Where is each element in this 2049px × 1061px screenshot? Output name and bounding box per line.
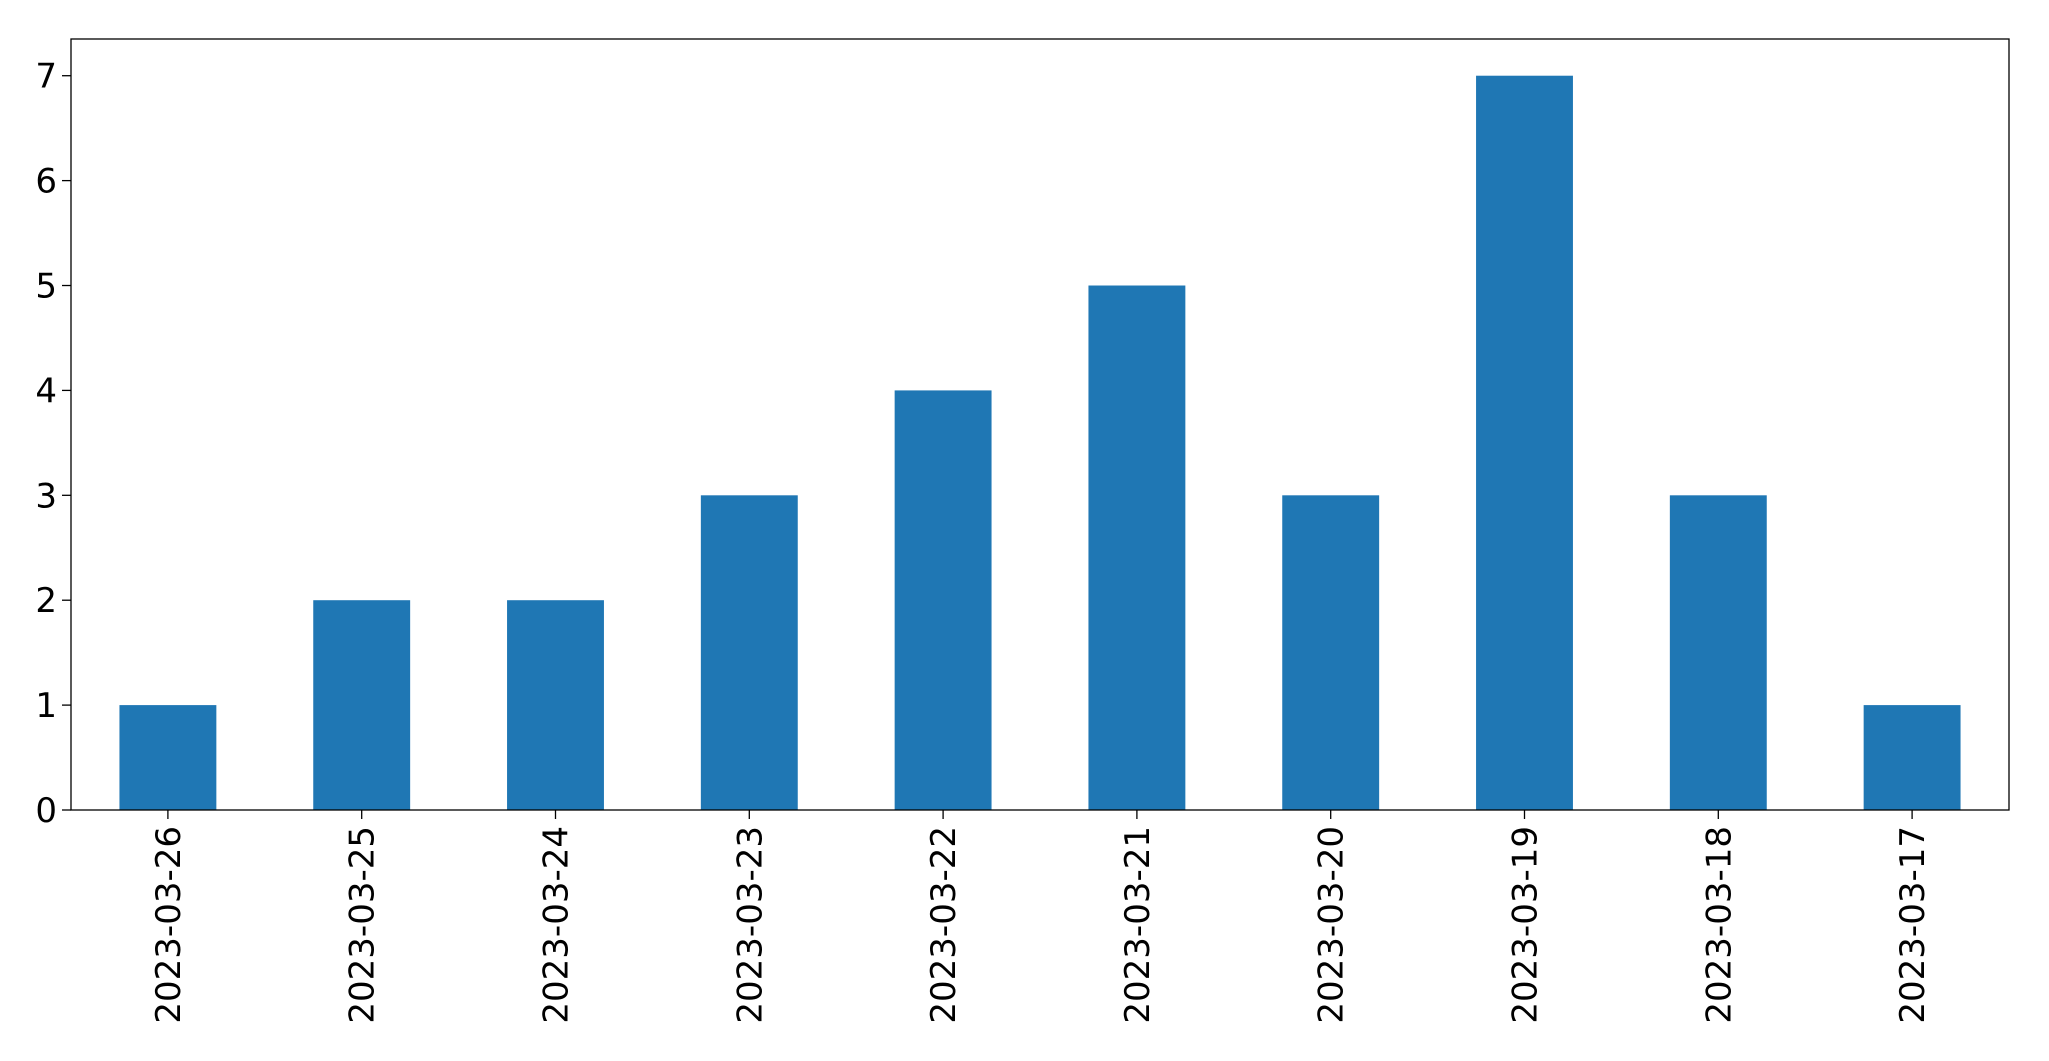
bar — [1476, 75, 1573, 810]
bar — [1863, 705, 1961, 810]
x-tick-label: 2023-03-19 — [1506, 826, 1546, 1024]
bar — [313, 600, 411, 810]
bar — [1282, 495, 1380, 810]
x-tick-label: 2023-03-24 — [537, 826, 577, 1024]
plot-frame — [70, 38, 2010, 811]
bar — [1088, 285, 1186, 810]
x-tick-label: 2023-03-23 — [730, 826, 770, 1024]
bar — [700, 495, 798, 810]
bar — [1669, 495, 1767, 810]
x-tick-label: 2023-03-22 — [924, 826, 964, 1024]
y-tick-label: 0 — [35, 791, 57, 831]
y-tick-label: 3 — [35, 476, 57, 516]
y-tick-label: 4 — [35, 371, 57, 411]
x-tick-label: 2023-03-18 — [1699, 826, 1739, 1024]
y-tick-label: 7 — [35, 57, 57, 97]
y-tick-label: 2 — [35, 581, 57, 621]
x-tick-label: 2023-03-26 — [149, 826, 189, 1024]
bar — [119, 705, 217, 810]
y-tick-label: 1 — [35, 686, 57, 726]
x-tick-label: 2023-03-20 — [1312, 826, 1352, 1024]
bar — [507, 600, 604, 810]
bar — [894, 390, 992, 810]
x-tick-label: 2023-03-21 — [1118, 826, 1158, 1024]
y-tick-label: 5 — [35, 267, 57, 307]
y-tick-label: 6 — [35, 162, 57, 202]
x-tick-label: 2023-03-17 — [1893, 826, 1933, 1024]
x-tick-label: 2023-03-25 — [343, 826, 383, 1024]
